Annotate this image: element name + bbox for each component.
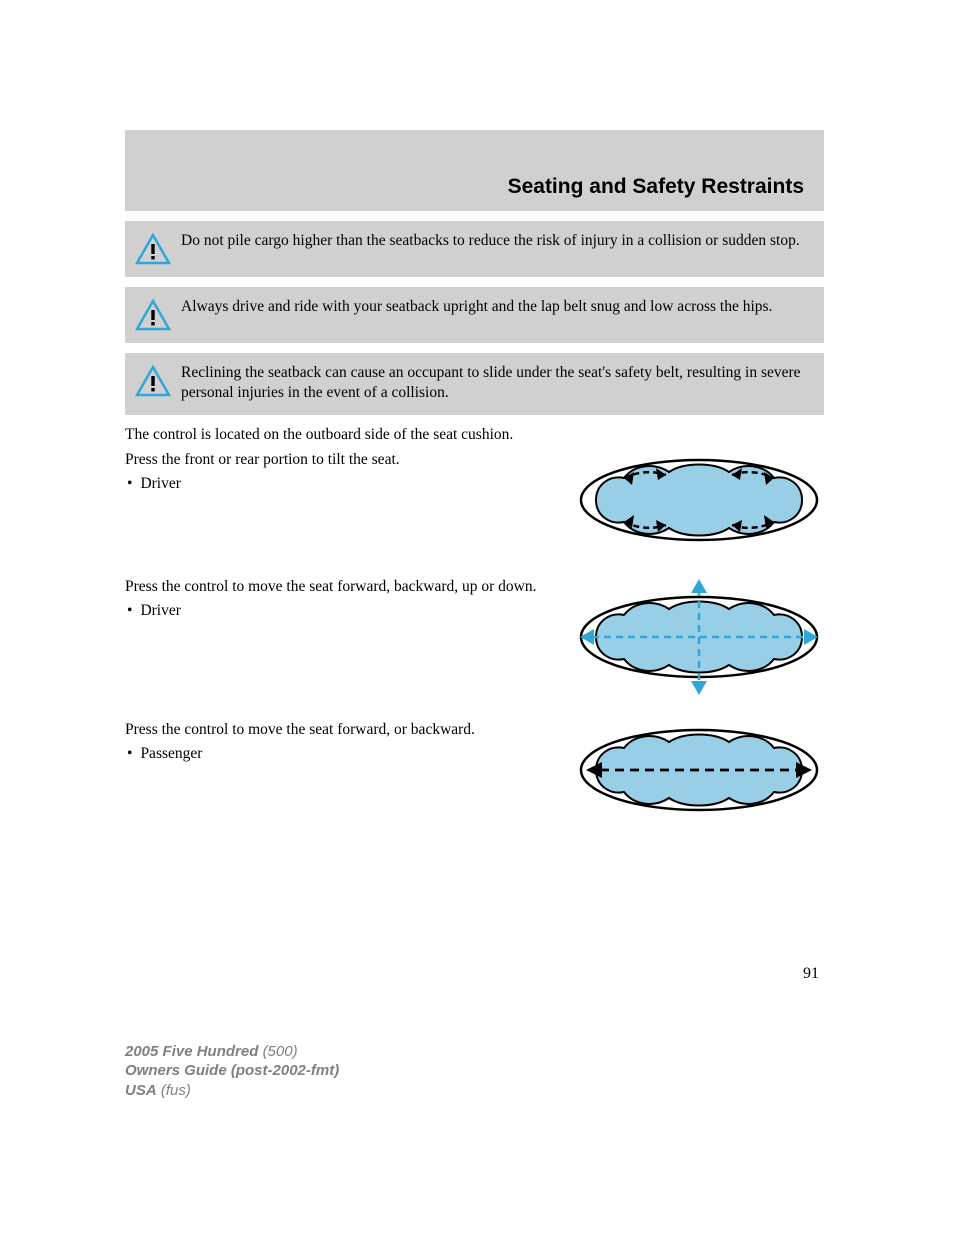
list-item: Passenger — [125, 744, 554, 764]
warning-icon — [135, 299, 171, 331]
diagram-column — [574, 720, 824, 825]
seat-control-diagram-tilt — [574, 450, 824, 550]
control-section-tilt: Press the front or rear portion to tilt … — [125, 450, 824, 555]
control-section-fourway: Press the control to move the seat forwa… — [125, 577, 824, 702]
warning-box: Reclining the seatback can cause an occu… — [125, 353, 824, 415]
section-title: Seating and Safety Restraints — [508, 175, 804, 198]
instruction-text: Press the front or rear portion to tilt … — [125, 450, 554, 470]
diagram-column — [574, 577, 824, 702]
footer-line: 2005 Five Hundred (500) — [125, 1042, 339, 1062]
text-column: Press the control to move the seat forwa… — [125, 720, 554, 764]
bullet-list: Driver — [125, 474, 554, 494]
warning-text: Always drive and ride with your seatback… — [181, 297, 772, 317]
instruction-text: Press the control to move the seat forwa… — [125, 577, 554, 597]
footer-region: USA — [125, 1082, 157, 1099]
section-header: Seating and Safety Restraints — [125, 130, 824, 211]
list-item: Driver — [125, 601, 554, 621]
bullet-list: Passenger — [125, 744, 554, 764]
footer-line: Owners Guide (post-2002-fmt) — [125, 1061, 339, 1081]
footer-code: (500) — [263, 1043, 298, 1060]
text-column: Press the front or rear portion to tilt … — [125, 450, 554, 494]
warning-icon — [135, 365, 171, 397]
footer-model: 2005 Five Hundred — [125, 1043, 258, 1060]
warning-text: Reclining the seatback can cause an occu… — [135, 363, 810, 403]
footer-region-code: (fus) — [161, 1082, 191, 1099]
warning-box: Always drive and ride with your seatback… — [125, 287, 824, 343]
control-section-twoway: Press the control to move the seat forwa… — [125, 720, 824, 825]
warning-text: Do not pile cargo higher than the seatba… — [181, 231, 800, 251]
seat-control-diagram-fourway — [574, 577, 824, 697]
page-container: Seating and Safety Restraints Do not pil… — [0, 0, 954, 1235]
intro-paragraph: The control is located on the outboard s… — [125, 425, 824, 446]
instruction-text: Press the control to move the seat forwa… — [125, 720, 554, 740]
footer-line: USA (fus) — [125, 1081, 339, 1101]
footer-guide: Owners Guide (post-2002-fmt) — [125, 1062, 339, 1079]
footer: 2005 Five Hundred (500) Owners Guide (po… — [125, 1042, 339, 1101]
list-item: Driver — [125, 474, 554, 494]
text-column: Press the control to move the seat forwa… — [125, 577, 554, 621]
warning-icon — [135, 233, 171, 265]
seat-control-diagram-twoway — [574, 720, 824, 820]
page-number: 91 — [125, 965, 824, 983]
diagram-column — [574, 450, 824, 555]
warning-box: Do not pile cargo higher than the seatba… — [125, 221, 824, 277]
warning-text-content: Reclining the seatback can cause an occu… — [181, 364, 801, 401]
bullet-list: Driver — [125, 601, 554, 621]
